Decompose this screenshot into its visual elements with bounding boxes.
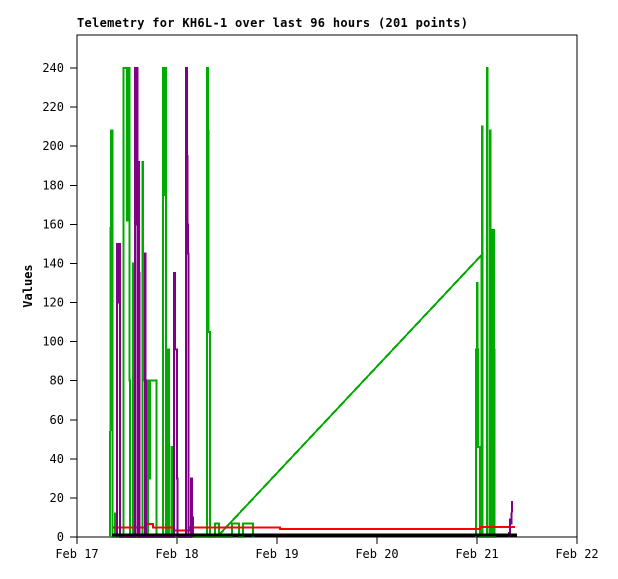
series-line [116, 67, 194, 538]
x-tick-label: Feb 21 [455, 547, 498, 561]
series-telemetry-purple-channel [116, 67, 513, 538]
x-tick-label: Feb 18 [155, 547, 198, 561]
chart-title: Telemetry for KH6L-1 over last 96 hours … [77, 16, 469, 30]
y-tick-label: 120 [42, 296, 64, 310]
series-line [109, 67, 254, 538]
x-tick-label: Feb 19 [255, 547, 298, 561]
y-tick-label: 160 [42, 217, 64, 231]
y-tick-label: 100 [42, 335, 64, 349]
y-tick-label: 220 [42, 100, 64, 114]
x-axis: Feb 17 Feb 18 Feb 19 Feb 20 Feb 21 Feb 22 [55, 537, 599, 561]
y-tick-label: 80 [50, 374, 64, 388]
y-tick-label: 0 [57, 530, 64, 544]
x-tick-label: Feb 20 [355, 547, 398, 561]
series-telemetry-green-channel [109, 67, 496, 538]
x-tick-label: Feb 22 [555, 547, 598, 561]
y-tick-label: 140 [42, 256, 64, 270]
y-tick-label: 40 [50, 452, 64, 466]
series-line [475, 67, 496, 538]
y-tick-label: 60 [50, 413, 64, 427]
y-tick-label: 180 [42, 178, 64, 192]
y-tick-label: 200 [42, 139, 64, 153]
y-tick-label: 20 [50, 491, 64, 505]
x-tick-label: Feb 17 [55, 547, 98, 561]
y-tick-label: 240 [42, 61, 64, 75]
plot-border [76, 34, 578, 538]
y-axis: 0 20 40 60 80 100 120 140 160 180 200 220 240 [42, 61, 77, 544]
series-telemetry-red-channel [113, 523, 515, 532]
series-line [508, 500, 513, 537]
series-line [113, 523, 515, 532]
